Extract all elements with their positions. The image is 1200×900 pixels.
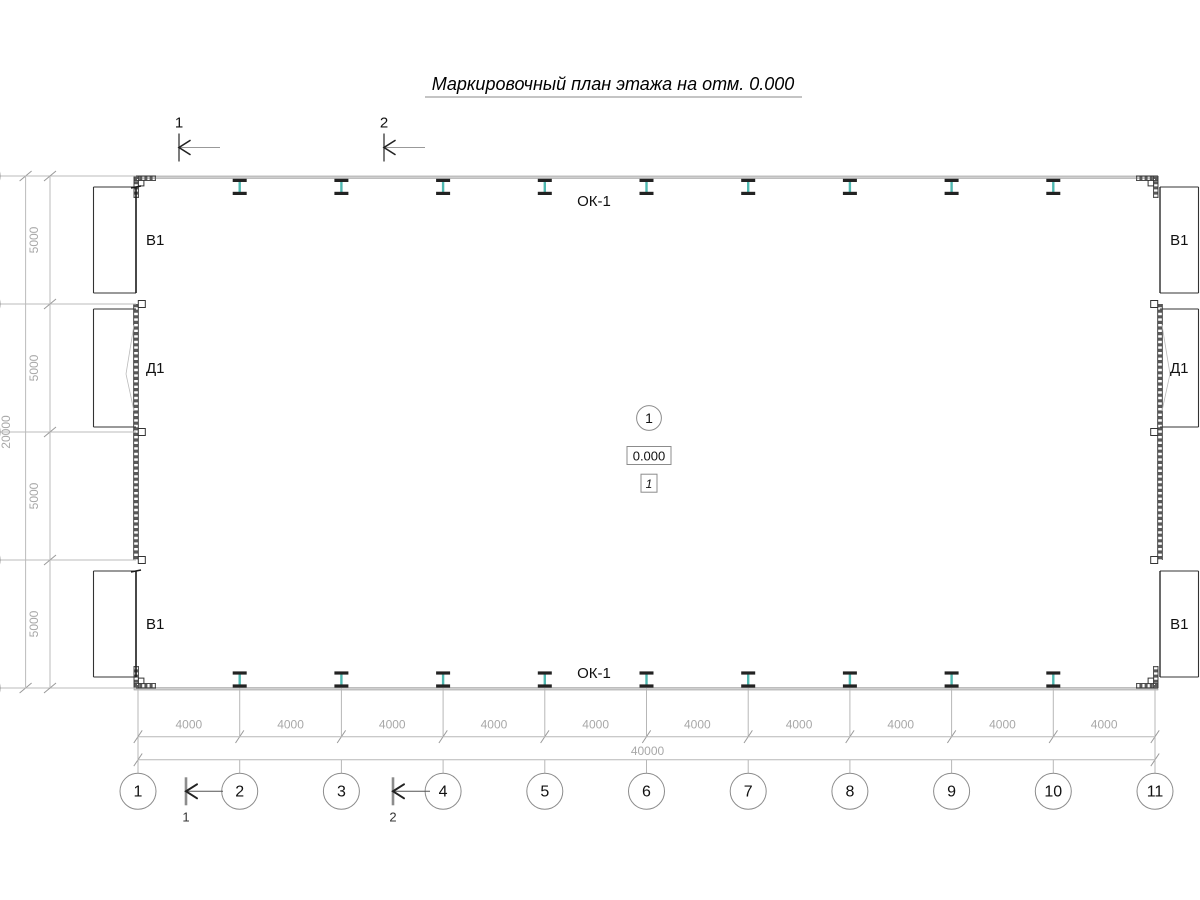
svg-text:4000: 4000 [786,718,813,732]
svg-text:4000: 4000 [481,718,508,732]
svg-text:2: 2 [380,115,388,132]
svg-text:1: 1 [134,783,143,800]
svg-text:2: 2 [235,783,244,800]
svg-text:1: 1 [646,477,653,491]
svg-text:ОК-1: ОК-1 [577,193,611,210]
svg-text:40000: 40000 [631,744,665,758]
svg-text:4000: 4000 [887,718,914,732]
svg-text:4: 4 [439,783,448,800]
svg-text:0.000: 0.000 [633,449,666,464]
svg-text:Маркировочный план этажа на от: Маркировочный план этажа на отм. 0.000 [432,74,795,94]
svg-text:1: 1 [175,115,183,132]
svg-text:Д1: Д1 [1170,360,1189,377]
svg-text:5000: 5000 [27,482,41,509]
svg-text:4000: 4000 [684,718,711,732]
svg-text:4000: 4000 [1091,718,1118,732]
svg-text:10: 10 [1044,783,1062,800]
svg-text:5000: 5000 [27,354,41,381]
svg-text:20000: 20000 [0,415,13,449]
svg-text:8: 8 [845,783,854,800]
svg-text:5: 5 [540,783,549,800]
svg-text:B1: B1 [1170,232,1188,249]
svg-text:ОК-1: ОК-1 [577,665,611,682]
svg-text:6: 6 [642,783,651,800]
svg-text:Д1: Д1 [146,360,165,377]
svg-text:11: 11 [1147,783,1164,800]
svg-text:7: 7 [744,783,753,800]
svg-text:5000: 5000 [27,610,41,637]
svg-text:4000: 4000 [989,718,1016,732]
svg-text:4000: 4000 [582,718,609,732]
svg-text:4000: 4000 [277,718,304,732]
svg-text:B1: B1 [146,616,164,633]
svg-text:B1: B1 [1170,616,1188,633]
svg-text:2: 2 [389,809,396,824]
svg-text:5000: 5000 [27,226,41,253]
svg-text:9: 9 [947,783,956,800]
svg-text:3: 3 [337,783,346,800]
svg-text:4000: 4000 [175,718,202,732]
svg-text:1: 1 [645,410,653,426]
svg-text:B1: B1 [146,232,164,249]
svg-text:4000: 4000 [379,718,406,732]
svg-text:1: 1 [182,809,189,824]
